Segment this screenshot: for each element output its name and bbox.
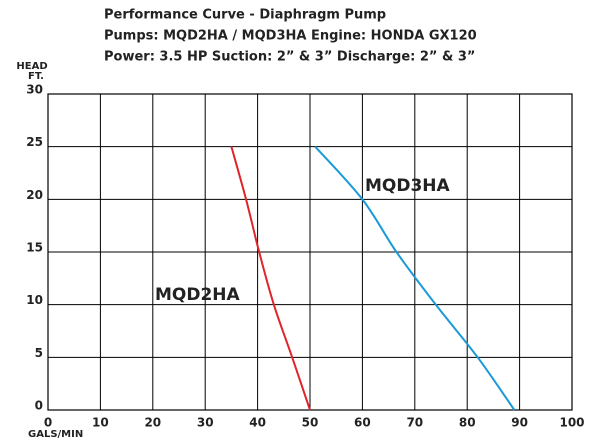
chart-title: Power: 3.5 HP Suction: 2” & 3” Discharge…: [104, 50, 475, 65]
x-tick-label: 0: [44, 416, 52, 430]
x-tick-label: 90: [511, 416, 528, 430]
chart-title: Pumps: MQD2HA / MQD3HA Engine: HONDA GX1…: [104, 29, 477, 44]
x-tick-label: 70: [406, 416, 423, 430]
y-tick-label: 25: [26, 135, 43, 149]
x-tick-label: 40: [249, 416, 266, 430]
y-tick-label: 0: [35, 399, 43, 413]
x-tick-label: 100: [559, 416, 584, 430]
x-tick-label: 50: [302, 416, 319, 430]
series-line: [230, 146, 311, 411]
y-tick-label: 5: [35, 346, 43, 360]
x-tick-label: 30: [197, 416, 214, 430]
series-line: [314, 145, 516, 411]
y-axis-label: HEAD: [16, 61, 47, 72]
y-tick-label: 10: [26, 293, 43, 307]
y-tick-label: 30: [26, 83, 43, 97]
y-axis-label: FT.: [28, 71, 44, 82]
x-tick-label: 60: [354, 416, 371, 430]
series-label: MQD2HA: [155, 285, 241, 305]
x-tick-label: 10: [92, 416, 109, 430]
x-tick-label: 80: [459, 416, 476, 430]
y-tick-label: 15: [26, 241, 43, 255]
x-axis-label: GALS/MIN: [28, 429, 83, 440]
x-tick-label: 20: [144, 416, 161, 430]
series-label: MQD3HA: [365, 176, 451, 196]
chart-title: Performance Curve - Diaphragm Pump: [104, 8, 386, 23]
y-tick-label: 20: [26, 188, 43, 202]
